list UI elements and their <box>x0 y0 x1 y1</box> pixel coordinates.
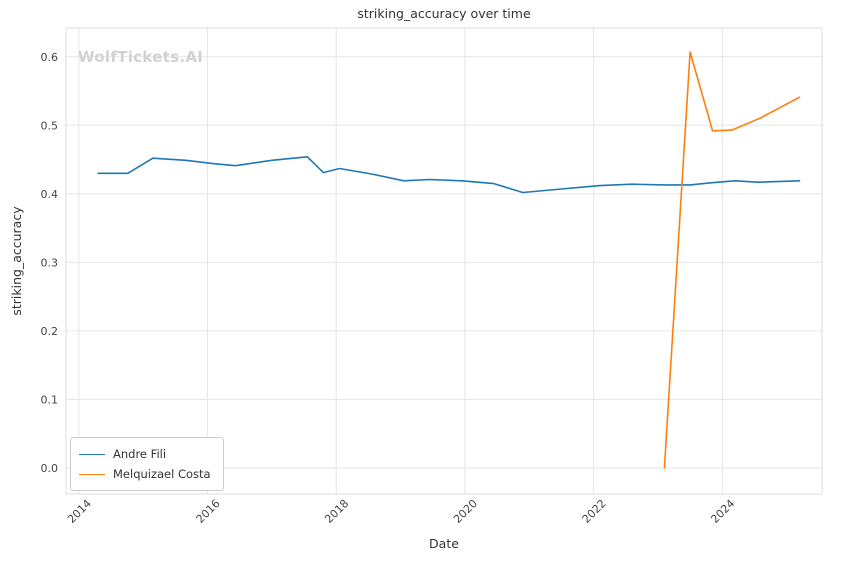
watermark: WolfTickets.AI <box>78 48 204 66</box>
y-tick-label: 0.6 <box>41 51 59 64</box>
y-tick-label: 0.2 <box>41 325 59 338</box>
legend-item: Melquizael Costa <box>79 464 211 484</box>
y-tick-label: 0.4 <box>41 188 59 201</box>
chart-title: striking_accuracy over time <box>357 6 531 21</box>
y-tick-label: 0.5 <box>41 119 59 132</box>
x-tick-label: 2016 <box>194 497 223 526</box>
legend: Andre Fili Melquizael Costa <box>70 437 224 491</box>
series-line-andre-fili <box>97 156 801 194</box>
x-tick-label: 2018 <box>322 497 351 526</box>
plot-border <box>65 27 823 495</box>
legend-label: Andre Fili <box>113 447 167 461</box>
y-tick-label: 0.1 <box>41 393 59 406</box>
y-tick-label: 0.0 <box>41 462 59 475</box>
y-tick-label: 0.3 <box>41 256 59 269</box>
legend-label: Melquizael Costa <box>113 467 211 481</box>
x-axis-label: Date <box>429 536 459 551</box>
x-tick-label: 2020 <box>451 497 480 526</box>
legend-item: Andre Fili <box>79 444 211 464</box>
x-tick-label: 2014 <box>65 497 94 526</box>
series-line-melquizael-costa <box>663 51 801 469</box>
x-tick-label: 2022 <box>580 497 609 526</box>
x-tick-label: 2024 <box>708 497 737 526</box>
legend-swatch-melquizael-costa <box>79 473 105 475</box>
legend-swatch-andre-fili <box>79 453 105 455</box>
